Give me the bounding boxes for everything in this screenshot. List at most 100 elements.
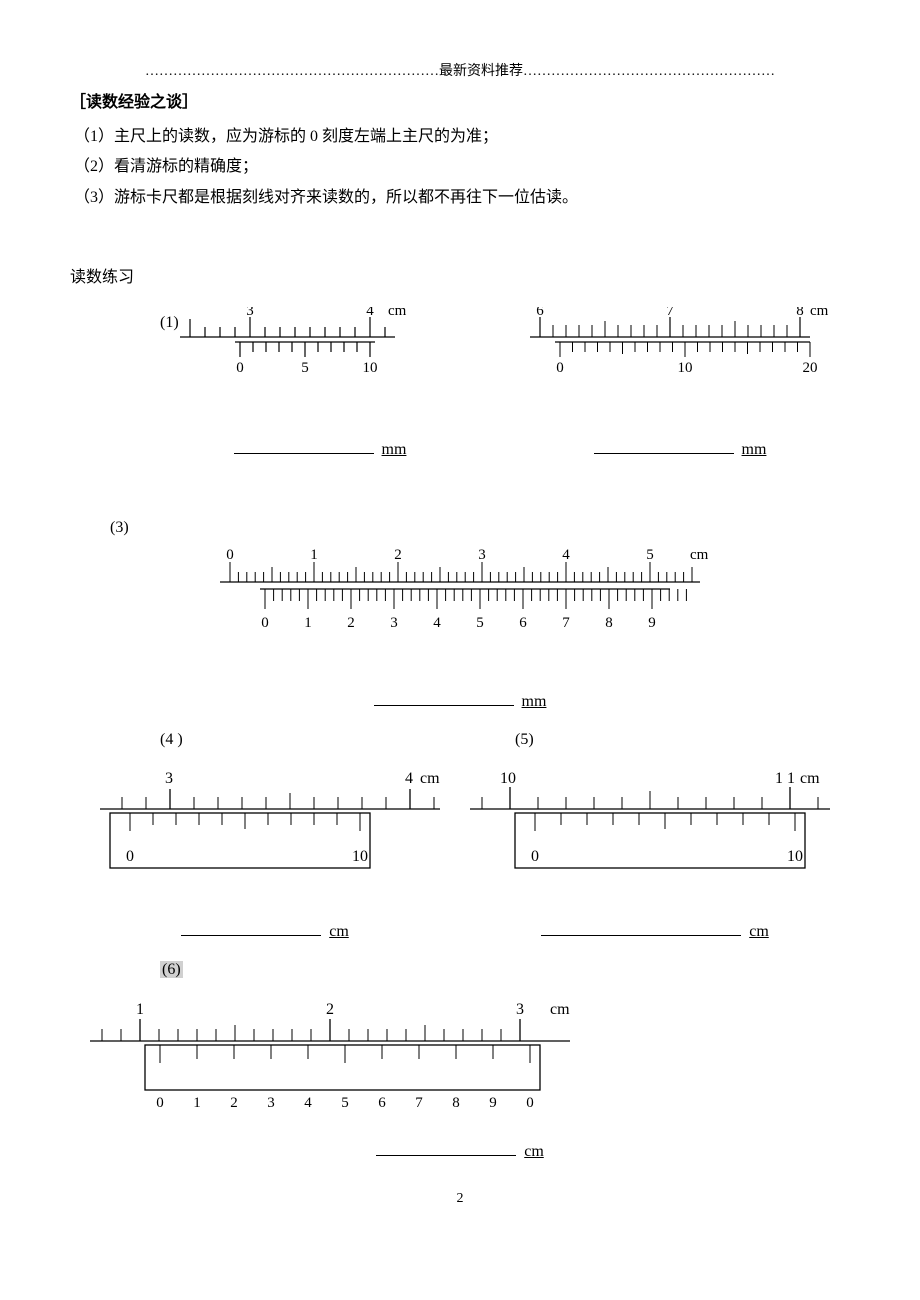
svg-text:1: 1 (310, 547, 318, 563)
row-45: 3 4 cm (70, 769, 850, 941)
answer-blank (234, 435, 374, 454)
label-5: (5) (495, 731, 850, 749)
unit-cm: cm (524, 1143, 544, 1160)
svg-text:3: 3 (478, 547, 486, 563)
section-title: ［读数经验之谈］ (70, 88, 850, 112)
caliper-6: 1 2 3 cm 0 1 2 (70, 999, 590, 1119)
svg-text:5: 5 (646, 547, 654, 563)
answer-5: cm (460, 917, 850, 941)
svg-text:4: 4 (562, 547, 570, 563)
svg-text:3: 3 (390, 615, 398, 631)
svg-text:4: 4 (304, 1095, 312, 1111)
svg-text:cm: cm (550, 1001, 570, 1018)
svg-text:1 1: 1 1 (775, 770, 795, 787)
svg-text:6: 6 (536, 307, 544, 319)
svg-text:0: 0 (526, 1095, 534, 1111)
point-3: （3）游标卡尺都是根据刻线对齐来读数的，所以都不再往下一位估读。 (74, 183, 850, 213)
chart-4-col: 3 4 cm (70, 769, 460, 941)
svg-text:4: 4 (405, 770, 413, 787)
svg-text:0: 0 (156, 1095, 164, 1111)
chart-5-col: 10 1 1 cm 0 (460, 769, 850, 941)
point-2: （2）看清游标的精确度； (74, 152, 850, 182)
answer-blank (181, 917, 321, 936)
answer-2: mm (510, 435, 850, 459)
svg-text:5: 5 (476, 615, 484, 631)
svg-text:8: 8 (796, 307, 804, 319)
svg-text:0: 0 (531, 848, 539, 865)
caliper-5: 10 1 1 cm 0 (460, 769, 830, 899)
point-1: （1）主尺上的读数，应为游标的 0 刻度左端上主尺的为准； (74, 122, 850, 152)
svg-text:2: 2 (230, 1095, 238, 1111)
svg-text:1: 1 (304, 615, 312, 631)
svg-text:0: 0 (236, 360, 244, 376)
caliper-4: 3 4 cm (70, 769, 440, 899)
row-45-labels: (4 ) (5) (70, 731, 850, 749)
unit-cm: cm (749, 923, 769, 940)
unit-mm: mm (382, 441, 407, 458)
svg-text:5: 5 (341, 1095, 349, 1111)
svg-text:10: 10 (363, 360, 378, 376)
svg-text:4: 4 (433, 615, 441, 631)
svg-text:2: 2 (347, 615, 355, 631)
svg-text:4: 4 (366, 307, 374, 319)
svg-text:5: 5 (301, 360, 309, 376)
svg-text:3: 3 (246, 307, 254, 319)
svg-text:0: 0 (556, 360, 564, 376)
svg-text:10: 10 (352, 848, 368, 865)
body-text-block: （1）主尺上的读数，应为游标的 0 刻度左端上主尺的为准； （2）看清游标的精确… (74, 122, 850, 213)
label-6-text: (6) (160, 961, 183, 978)
label-1: (1) (160, 314, 179, 331)
unit-mm: mm (742, 441, 767, 458)
svg-text:cm: cm (810, 307, 829, 319)
answer-3: mm (70, 687, 850, 711)
answer-blank (541, 917, 741, 936)
svg-text:10: 10 (787, 848, 803, 865)
answer-4: cm (70, 917, 460, 941)
svg-text:2: 2 (326, 1001, 334, 1018)
svg-text:0: 0 (226, 547, 234, 563)
label-3: (3) (110, 519, 850, 537)
svg-text:3: 3 (267, 1095, 275, 1111)
svg-text:10: 10 (500, 770, 516, 787)
svg-text:8: 8 (605, 615, 613, 631)
svg-text:1: 1 (136, 1001, 144, 1018)
label-6: (6) (160, 961, 850, 979)
page-number: 2 (70, 1191, 850, 1207)
svg-text:3: 3 (516, 1001, 524, 1018)
svg-text:9: 9 (648, 615, 656, 631)
svg-text:cm: cm (690, 547, 709, 563)
svg-text:2: 2 (394, 547, 402, 563)
caliper-3: 0 1 2 3 4 5 cm 0 1 2 3 4 5 6 7 8 9 (200, 547, 720, 657)
caliper-2: 6 7 8 cm 0 10 20 (510, 307, 830, 417)
svg-text:3: 3 (165, 770, 173, 787)
svg-text:0: 0 (126, 848, 134, 865)
answer-6: cm (70, 1137, 850, 1161)
svg-text:1: 1 (193, 1095, 201, 1111)
svg-text:6: 6 (519, 615, 527, 631)
svg-text:cm: cm (420, 770, 440, 787)
svg-text:10: 10 (678, 360, 693, 376)
answer-blank (594, 435, 734, 454)
unit-mm: mm (522, 693, 547, 710)
answer-1: mm (150, 435, 490, 459)
answer-blank (376, 1137, 516, 1156)
svg-text:7: 7 (562, 615, 570, 631)
unit-cm: cm (329, 923, 349, 940)
chart-2-col: 6 7 8 cm 0 10 20 (490, 307, 850, 459)
svg-text:cm: cm (388, 307, 407, 319)
svg-text:8: 8 (452, 1095, 460, 1111)
exercise-title: 读数练习 (70, 263, 850, 287)
answer-blank (374, 687, 514, 706)
row-1: (1) (70, 307, 850, 459)
chart-3-wrap: 0 1 2 3 4 5 cm 0 1 2 3 4 5 6 7 8 9 mm (70, 547, 850, 711)
page-container: ………………………………………………………最新资料推荐…………………………………… (0, 0, 920, 1247)
svg-text:9: 9 (489, 1095, 497, 1111)
svg-text:cm: cm (800, 770, 820, 787)
label-4: (4 ) (70, 731, 495, 749)
svg-text:20: 20 (803, 360, 818, 376)
caliper-1: (1) (150, 307, 430, 417)
chart-1-col: (1) (70, 307, 490, 459)
svg-text:6: 6 (378, 1095, 386, 1111)
svg-text:0: 0 (261, 615, 269, 631)
header-text: ………………………………………………………最新资料推荐…………………………………… (70, 60, 850, 80)
